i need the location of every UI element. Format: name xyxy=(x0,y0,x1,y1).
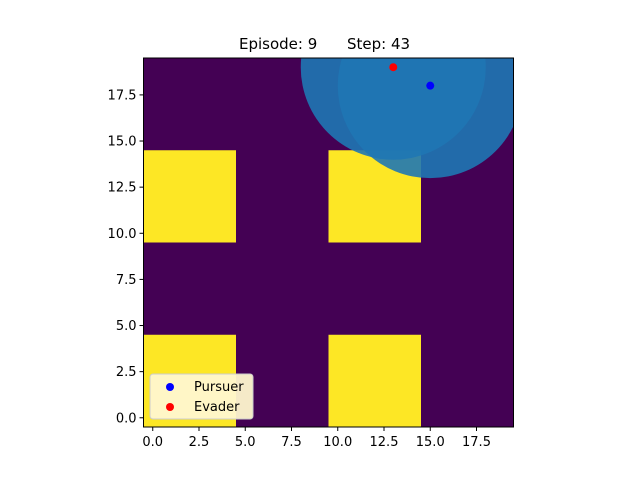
evader-marker xyxy=(389,63,398,72)
legend-evader-label: Evader xyxy=(194,400,240,415)
x-tick-label: 0.0 xyxy=(142,435,163,450)
x-axis: 0.0 2.5 5.0 7.5 10.0 12.5 15.0 17.5 xyxy=(142,427,491,450)
y-tick-label: 17.5 xyxy=(108,88,137,103)
legend-pursuer-marker xyxy=(166,383,174,391)
legend-pursuer-label: Pursuer xyxy=(194,380,244,395)
x-tick-label: 12.5 xyxy=(370,435,399,450)
y-tick-label: 5.0 xyxy=(116,319,137,334)
episode-label: Episode: 9 xyxy=(239,35,317,53)
agents xyxy=(389,63,435,90)
legend: Pursuer Evader xyxy=(149,373,254,420)
y-tick-label: 2.5 xyxy=(116,365,137,380)
axes-frame xyxy=(143,57,514,428)
y-tick-label: 12.5 xyxy=(108,181,137,196)
y-tick-label: 7.5 xyxy=(116,273,137,288)
x-tick-label: 15.0 xyxy=(416,435,445,450)
pursuer-marker xyxy=(426,81,435,90)
x-tick-label: 7.5 xyxy=(281,435,302,450)
legend-box xyxy=(149,373,254,420)
step-label: Step: 43 xyxy=(347,35,410,53)
y-tick-label: 0.0 xyxy=(116,411,137,426)
pursuer-sensing-region xyxy=(337,58,514,179)
x-tick-label: 17.5 xyxy=(462,435,491,450)
obstacle-block-4 xyxy=(328,334,421,427)
x-tick-label: 5.0 xyxy=(235,435,256,450)
legend-evader-marker xyxy=(166,403,174,411)
x-tick-label: 10.0 xyxy=(323,435,352,450)
sensing-regions xyxy=(300,58,514,179)
x-tick-label: 2.5 xyxy=(189,435,210,450)
y-tick-label: 15.0 xyxy=(108,135,137,150)
y-axis: 0.0 2.5 5.0 7.5 10.0 12.5 15.0 17.5 xyxy=(108,88,144,426)
obstacle-block-1 xyxy=(143,150,236,243)
y-tick-label: 10.0 xyxy=(108,227,137,242)
